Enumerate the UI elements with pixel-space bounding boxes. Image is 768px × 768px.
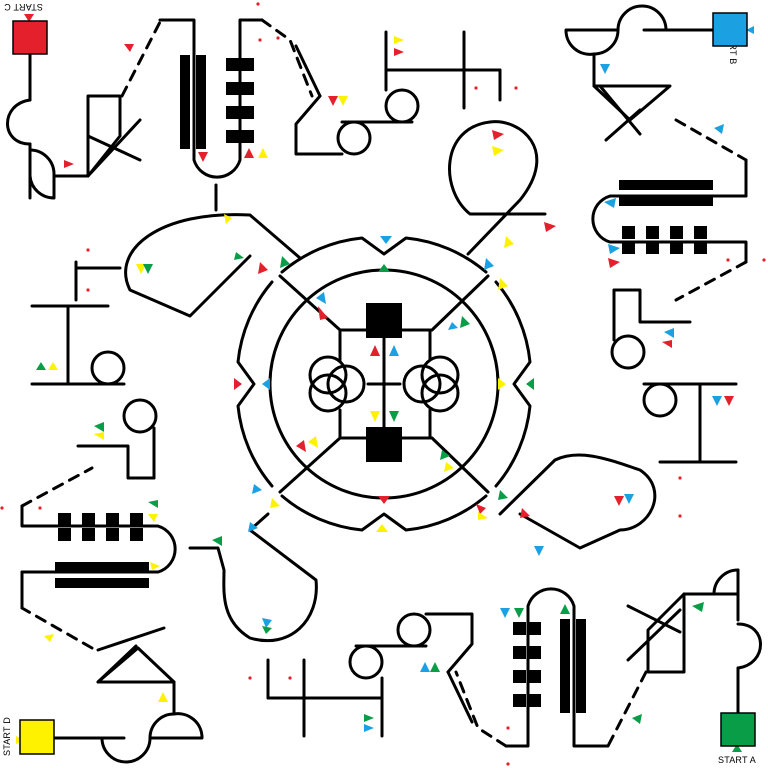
hub-block-top [366, 303, 402, 338]
marker-blue [389, 345, 399, 356]
coil-d-1 [55, 562, 149, 572]
coil-a-2 [576, 619, 586, 713]
center-hub [308, 328, 460, 440]
block-column-b [622, 226, 707, 254]
start-a-fill [720, 712, 756, 747]
coil-c-2 [196, 55, 206, 149]
quadrant-b [564, 4, 748, 464]
quadrant-c [6, 18, 502, 200]
coil-b-1 [619, 180, 713, 190]
start-c-fill [12, 20, 48, 55]
coil-d-2 [55, 578, 149, 588]
coil-c-1 [180, 55, 190, 149]
start-d-fill [19, 719, 55, 755]
spoke-bottom-right [498, 453, 657, 550]
start-a-label: START A [718, 755, 756, 765]
marker-yellow [370, 411, 380, 422]
quadrant-d [20, 260, 204, 764]
quadrant-a [266, 568, 762, 748]
spoke-top-right [448, 120, 547, 256]
start-squares [12, 12, 756, 755]
spoke-bottom-left [188, 512, 318, 643]
hub-block-bottom [366, 427, 402, 462]
fixtures-filled [55, 55, 713, 713]
coil-b-2 [619, 196, 713, 206]
ring-connectors [278, 274, 490, 494]
block-column-c [226, 58, 254, 143]
spoke-top-left [124, 183, 302, 318]
coil-a-1 [560, 619, 570, 713]
marker-red [370, 345, 380, 356]
marker-green [389, 411, 399, 422]
block-column-d [58, 513, 143, 541]
block-column-a [513, 622, 541, 707]
start-b-fill [712, 12, 748, 47]
